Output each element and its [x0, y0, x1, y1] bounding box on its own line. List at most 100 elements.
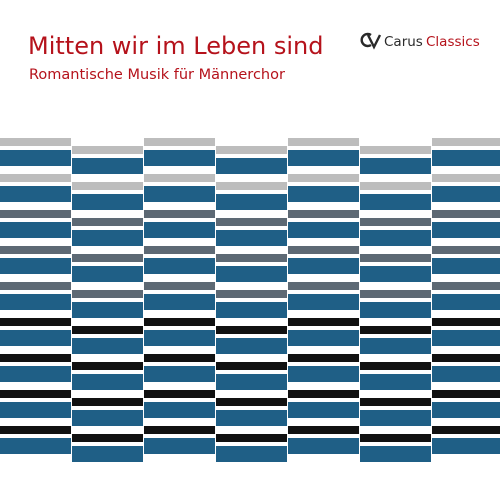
blue-stripe: [288, 186, 359, 202]
blue-stripe: [288, 330, 359, 346]
accent-stripe: [72, 182, 143, 190]
blue-stripe: [432, 150, 500, 166]
blue-stripe: [432, 438, 500, 454]
blue-stripe: [0, 150, 71, 166]
accent-stripe: [72, 254, 143, 262]
accent-stripe: [72, 290, 143, 298]
accent-stripe: [216, 362, 287, 370]
logo-series: Classics: [426, 34, 480, 50]
blue-stripe: [144, 150, 215, 166]
accent-stripe: [0, 318, 71, 326]
accent-stripe: [72, 218, 143, 226]
blue-stripe: [216, 446, 287, 462]
accent-stripe: [360, 146, 431, 154]
blue-stripe: [144, 366, 215, 382]
blue-stripe: [360, 266, 431, 282]
blue-stripe: [72, 302, 143, 318]
blue-stripe: [216, 266, 287, 282]
blue-stripe: [360, 410, 431, 426]
blue-stripe: [72, 230, 143, 246]
accent-stripe: [432, 246, 500, 254]
accent-stripe: [288, 138, 359, 146]
blue-stripe: [360, 302, 431, 318]
blue-stripe: [432, 294, 500, 310]
accent-stripe: [144, 210, 215, 218]
accent-stripe: [144, 246, 215, 254]
accent-stripe: [216, 218, 287, 226]
blue-stripe: [288, 294, 359, 310]
blue-stripe: [0, 294, 71, 310]
blue-stripe: [144, 402, 215, 418]
accent-stripe: [72, 326, 143, 334]
blue-stripe: [288, 150, 359, 166]
blue-stripe: [144, 222, 215, 238]
accent-stripe: [0, 282, 71, 290]
blue-stripe: [360, 446, 431, 462]
accent-stripe: [432, 354, 500, 362]
logo: Carus Classics: [360, 32, 480, 50]
blue-stripe: [432, 186, 500, 202]
blue-stripe: [216, 374, 287, 390]
accent-stripe: [288, 210, 359, 218]
accent-stripe: [432, 390, 500, 398]
blue-stripe: [216, 158, 287, 174]
logo-mark-v: [366, 34, 382, 50]
stripe-pattern: [0, 138, 500, 462]
accent-stripe: [72, 146, 143, 154]
accent-stripe: [72, 434, 143, 442]
accent-stripe: [144, 174, 215, 182]
accent-stripe: [216, 254, 287, 262]
accent-stripe: [216, 146, 287, 154]
blue-stripe: [72, 158, 143, 174]
blue-stripe: [144, 330, 215, 346]
blue-stripe: [144, 294, 215, 310]
accent-stripe: [144, 318, 215, 326]
blue-stripe: [0, 258, 71, 274]
accent-stripe: [288, 426, 359, 434]
blue-stripe: [432, 402, 500, 418]
accent-stripe: [360, 398, 431, 406]
accent-stripe: [216, 290, 287, 298]
blue-stripe: [144, 186, 215, 202]
accent-stripe: [0, 174, 71, 182]
accent-stripe: [144, 426, 215, 434]
blue-stripe: [288, 438, 359, 454]
blue-stripe: [288, 402, 359, 418]
blue-stripe: [144, 438, 215, 454]
blue-stripe: [360, 158, 431, 174]
accent-stripe: [432, 138, 500, 146]
accent-stripe: [216, 182, 287, 190]
blue-stripe: [360, 230, 431, 246]
accent-stripe: [0, 426, 71, 434]
blue-stripe: [0, 330, 71, 346]
blue-stripe: [0, 222, 71, 238]
blue-stripe: [0, 366, 71, 382]
accent-stripe: [0, 210, 71, 218]
blue-stripe: [72, 374, 143, 390]
blue-stripe: [0, 402, 71, 418]
accent-stripe: [288, 174, 359, 182]
title: Mitten wir im Leben sind: [28, 32, 323, 60]
blue-stripe: [144, 258, 215, 274]
accent-stripe: [360, 254, 431, 262]
accent-stripe: [432, 174, 500, 182]
blue-stripe: [432, 258, 500, 274]
blue-stripe: [360, 338, 431, 354]
accent-stripe: [216, 434, 287, 442]
accent-stripe: [432, 282, 500, 290]
blue-stripe: [216, 410, 287, 426]
accent-stripe: [360, 218, 431, 226]
accent-stripe: [0, 390, 71, 398]
blue-stripe: [0, 186, 71, 202]
blue-stripe: [72, 194, 143, 210]
blue-stripe: [288, 258, 359, 274]
logo-brand: Carus: [384, 34, 423, 50]
accent-stripe: [144, 390, 215, 398]
accent-stripe: [360, 434, 431, 442]
blue-stripe: [432, 330, 500, 346]
accent-stripe: [288, 390, 359, 398]
accent-stripe: [0, 246, 71, 254]
accent-stripe: [288, 282, 359, 290]
accent-stripe: [432, 210, 500, 218]
accent-stripe: [0, 138, 71, 146]
